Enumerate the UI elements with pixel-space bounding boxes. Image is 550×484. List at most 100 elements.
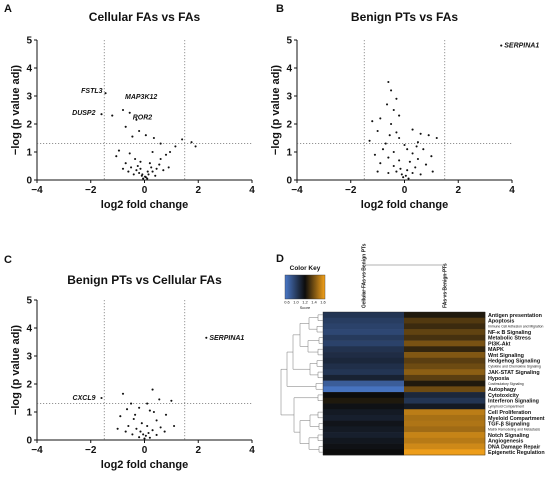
heatmap-cell — [404, 363, 486, 370]
gene-point — [170, 399, 173, 402]
gene-point — [159, 426, 162, 429]
gene-point — [147, 173, 150, 176]
gene-point — [104, 92, 107, 95]
gene-point — [131, 433, 134, 436]
row-dendrogram-branch — [299, 323, 309, 347]
y-tick-label: 2 — [286, 120, 292, 131]
y-axis-label: −log (p value adj) — [10, 325, 22, 415]
heatmap-row-sublabel: Matrix Remodeling and Metastasis — [488, 428, 540, 432]
color-key-axis-label: Score — [300, 305, 311, 310]
gene-point — [138, 436, 141, 439]
column-dendrogram-branch — [363, 264, 445, 306]
heatmap-row-label: Cell Proliferation — [488, 410, 531, 416]
heatmap-cell — [323, 334, 405, 341]
heatmap-cell — [404, 420, 486, 427]
x-tick-label: −2 — [85, 445, 97, 456]
row-dendrogram-branch — [317, 371, 323, 379]
gene-point — [408, 160, 411, 163]
y-tick-label: 2 — [26, 120, 32, 131]
color-key-tick-label: 1.2 — [302, 300, 308, 305]
gene-point — [398, 136, 401, 140]
gene-point — [111, 114, 114, 117]
heatmap-cell — [404, 323, 486, 330]
heatmap-cell — [404, 403, 486, 410]
gene-point — [128, 152, 131, 155]
heatmap-column-label: Cellular FAs vs Benign PTs — [362, 243, 368, 308]
heatmap-cell — [323, 323, 405, 330]
gene-point — [398, 114, 401, 117]
heatmap-cell — [404, 317, 486, 324]
gene-point — [404, 174, 407, 177]
gene-point — [130, 166, 133, 169]
gene-point — [368, 139, 371, 142]
gene-point — [398, 159, 401, 162]
gene-point — [142, 433, 145, 436]
color-key-tick-label: 1.4 — [311, 300, 317, 305]
y-tick-label: 0 — [286, 176, 292, 187]
x-tick-label: 2 — [195, 445, 201, 456]
heatmap-cell — [404, 392, 486, 399]
y-tick-label: 3 — [286, 92, 292, 103]
gene-point — [164, 153, 168, 156]
gene-point — [124, 162, 127, 165]
heatmap-row-label: Myeloid Compartment — [488, 416, 545, 422]
gene-point — [135, 118, 138, 121]
x-tick-label: −2 — [85, 185, 97, 196]
row-dendrogram-branch — [317, 314, 323, 321]
gene-point — [132, 173, 135, 176]
row-dendrogram-branch — [307, 340, 319, 353]
gene-annotation-label: FSTL3 — [81, 88, 102, 95]
heatmap-row-label: Wnt Signaling — [488, 353, 524, 359]
gene-point — [387, 156, 390, 159]
heatmap-column-label: FAs vs Benign PTs — [443, 263, 449, 308]
gene-point — [151, 150, 154, 154]
x-tick-label: −4 — [31, 445, 43, 456]
y-tick-label: 5 — [26, 296, 32, 307]
gene-point — [121, 167, 125, 170]
gene-point — [117, 149, 121, 152]
heatmap-cell — [323, 426, 405, 433]
gene-point — [132, 417, 135, 421]
heatmap-row-sublabel: Immune Cell Adhesion and Migration — [488, 325, 544, 329]
heatmap-row-label: Epigenetic Regulation — [488, 450, 545, 456]
heatmap-cell — [404, 443, 486, 450]
gene-point — [190, 141, 193, 144]
gene-point — [152, 410, 155, 414]
heatmap-cell — [323, 317, 405, 324]
gene-point — [148, 436, 151, 439]
row-dendrogram-branch — [292, 334, 310, 370]
gene-point — [127, 170, 130, 173]
x-tick-label: −4 — [291, 185, 303, 196]
gene-point — [158, 163, 161, 166]
heatmap-cell — [404, 346, 486, 353]
gene-point — [419, 132, 422, 135]
heatmap-cell — [404, 334, 486, 341]
x-tick-label: −2 — [345, 185, 357, 196]
gene-point — [143, 437, 146, 440]
color-key-bar — [284, 274, 326, 300]
gene-point — [150, 166, 153, 169]
y-tick-label: 4 — [286, 64, 292, 75]
gene-point — [387, 171, 390, 175]
gene-point — [146, 170, 149, 173]
gene-point — [395, 97, 398, 100]
heatmap-cell — [404, 357, 486, 364]
gene-point — [100, 113, 103, 116]
gene-point — [174, 145, 177, 148]
row-dendrogram-branch — [316, 326, 323, 333]
panel-letter: C — [4, 254, 12, 266]
heatmap-cell — [404, 380, 486, 387]
heatmap-cell — [323, 329, 405, 336]
panel-letter: D — [276, 253, 284, 265]
gene-point — [411, 171, 414, 175]
x-tick-label: 0 — [142, 185, 148, 196]
gene-point — [146, 402, 149, 405]
y-axis-label: −log (p value adj) — [270, 65, 282, 155]
chart-title: Benign PTs vs Cellular FAs — [67, 273, 222, 287]
heatmap-cell — [404, 312, 486, 319]
gene-point — [151, 388, 154, 391]
gene-point — [147, 431, 150, 435]
row-dendrogram-branch — [317, 434, 323, 441]
heatmap-cell — [323, 403, 405, 410]
